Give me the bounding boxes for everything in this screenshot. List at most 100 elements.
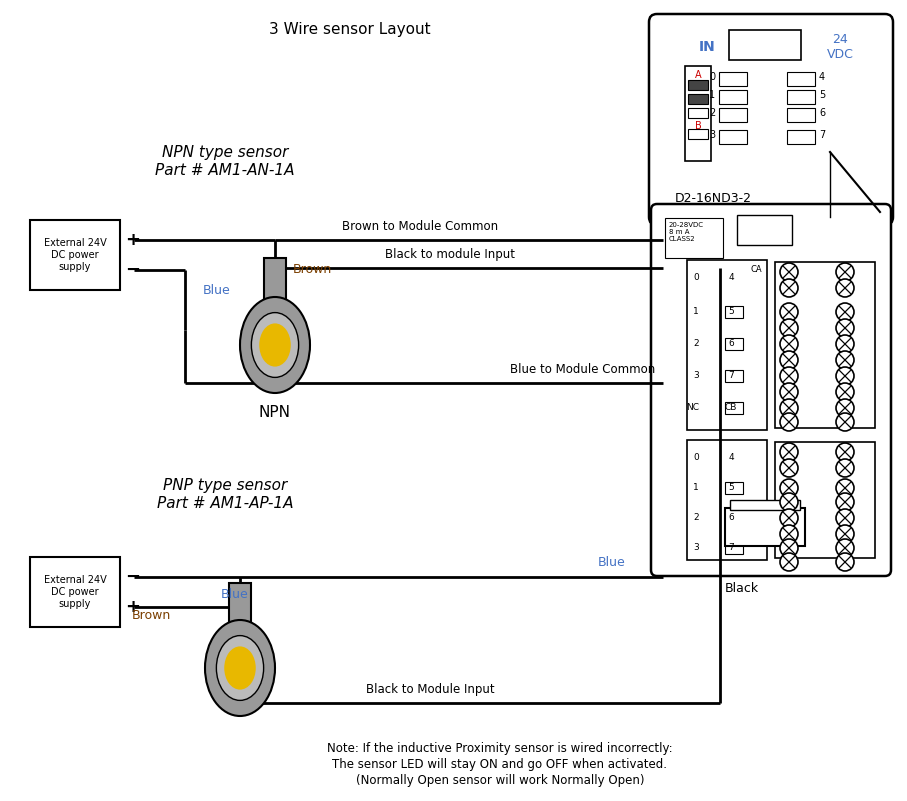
Circle shape xyxy=(780,413,798,431)
Bar xyxy=(688,80,708,90)
Bar xyxy=(737,215,792,245)
Text: 5: 5 xyxy=(728,484,734,493)
Text: Blue: Blue xyxy=(221,588,249,601)
Text: Black to Module Input: Black to Module Input xyxy=(366,683,494,696)
Bar xyxy=(729,30,801,60)
Text: Note: If the inductive Proximity sensor is wired incorrectly:: Note: If the inductive Proximity sensor … xyxy=(327,742,673,755)
Text: 2: 2 xyxy=(708,108,715,118)
Circle shape xyxy=(836,383,854,401)
Bar xyxy=(725,338,743,350)
Bar xyxy=(775,262,875,428)
Text: 3: 3 xyxy=(709,130,715,140)
Text: PNP type sensor: PNP type sensor xyxy=(163,478,288,493)
Bar xyxy=(30,220,120,290)
Circle shape xyxy=(780,279,798,297)
Text: 4: 4 xyxy=(819,72,825,82)
Circle shape xyxy=(836,479,854,497)
Text: Brown: Brown xyxy=(132,609,171,622)
Text: 7: 7 xyxy=(728,544,734,553)
Ellipse shape xyxy=(251,312,298,377)
Circle shape xyxy=(836,319,854,337)
Text: 6: 6 xyxy=(819,108,825,118)
Text: Part # AM1-AP-1A: Part # AM1-AP-1A xyxy=(157,496,293,511)
Circle shape xyxy=(780,525,798,543)
Text: 0: 0 xyxy=(693,453,699,462)
Circle shape xyxy=(836,279,854,297)
Circle shape xyxy=(780,351,798,369)
Text: 7: 7 xyxy=(728,372,734,380)
Circle shape xyxy=(836,351,854,369)
Circle shape xyxy=(836,399,854,417)
Text: +: + xyxy=(125,598,140,616)
Circle shape xyxy=(780,539,798,557)
Text: NC: NC xyxy=(686,404,699,413)
Bar xyxy=(787,90,815,104)
Text: External 24V
DC power
supply: External 24V DC power supply xyxy=(44,239,106,272)
Bar xyxy=(725,402,743,414)
Text: 7: 7 xyxy=(819,130,825,140)
Circle shape xyxy=(836,335,854,353)
Circle shape xyxy=(780,443,798,461)
Text: 2: 2 xyxy=(693,340,699,348)
Circle shape xyxy=(836,303,854,321)
Circle shape xyxy=(780,319,798,337)
Text: The sensor LED will stay ON and go OFF when activated.: The sensor LED will stay ON and go OFF w… xyxy=(333,758,668,771)
Text: 3 Wire sensor Layout: 3 Wire sensor Layout xyxy=(269,22,431,37)
Bar xyxy=(730,500,800,510)
Bar xyxy=(787,72,815,86)
Text: Black to module Input: Black to module Input xyxy=(385,248,515,261)
Bar xyxy=(688,108,708,118)
Circle shape xyxy=(780,459,798,477)
Bar xyxy=(719,72,747,86)
Bar xyxy=(725,512,743,524)
Circle shape xyxy=(836,509,854,527)
Text: 5: 5 xyxy=(728,308,734,316)
Bar xyxy=(719,130,747,144)
Bar xyxy=(725,370,743,382)
Bar xyxy=(775,442,875,558)
Circle shape xyxy=(780,263,798,281)
Text: Brown to Module Common: Brown to Module Common xyxy=(342,220,498,233)
Circle shape xyxy=(836,493,854,511)
Text: 4: 4 xyxy=(728,453,734,462)
Circle shape xyxy=(836,367,854,385)
Bar xyxy=(264,258,286,315)
Text: 3: 3 xyxy=(693,372,699,380)
Text: (Normally Open sensor will work Normally Open): (Normally Open sensor will work Normally… xyxy=(356,774,644,787)
Bar xyxy=(688,94,708,104)
Text: 1: 1 xyxy=(693,484,699,493)
Bar xyxy=(725,508,805,546)
Circle shape xyxy=(780,553,798,571)
Text: −: − xyxy=(125,261,140,279)
Text: 0: 0 xyxy=(709,72,715,82)
Text: 1: 1 xyxy=(693,308,699,316)
Circle shape xyxy=(836,413,854,431)
Text: Blue: Blue xyxy=(598,556,626,569)
Text: Blue to Module Common: Blue to Module Common xyxy=(510,363,655,376)
Text: CB: CB xyxy=(725,404,737,413)
Text: D2-16ND3-2: D2-16ND3-2 xyxy=(675,192,752,205)
Text: 4: 4 xyxy=(728,273,734,283)
Circle shape xyxy=(836,443,854,461)
Text: CA: CA xyxy=(750,265,762,274)
Text: NPN type sensor: NPN type sensor xyxy=(161,145,288,160)
Circle shape xyxy=(780,367,798,385)
Bar xyxy=(725,542,743,554)
Ellipse shape xyxy=(217,636,264,700)
Circle shape xyxy=(780,335,798,353)
Bar xyxy=(725,482,743,494)
Text: +: + xyxy=(125,231,140,249)
Text: Brown: Brown xyxy=(293,263,332,276)
Text: 2: 2 xyxy=(693,513,699,522)
Text: Black: Black xyxy=(725,582,759,595)
Circle shape xyxy=(780,509,798,527)
Circle shape xyxy=(836,263,854,281)
Bar xyxy=(687,260,767,430)
Circle shape xyxy=(836,539,854,557)
Bar xyxy=(229,583,251,638)
Text: 20-28VDC
8 m A
CLASS2: 20-28VDC 8 m A CLASS2 xyxy=(669,222,704,242)
Bar xyxy=(719,108,747,122)
FancyBboxPatch shape xyxy=(651,204,891,576)
Bar xyxy=(30,557,120,627)
Text: 0: 0 xyxy=(693,273,699,283)
